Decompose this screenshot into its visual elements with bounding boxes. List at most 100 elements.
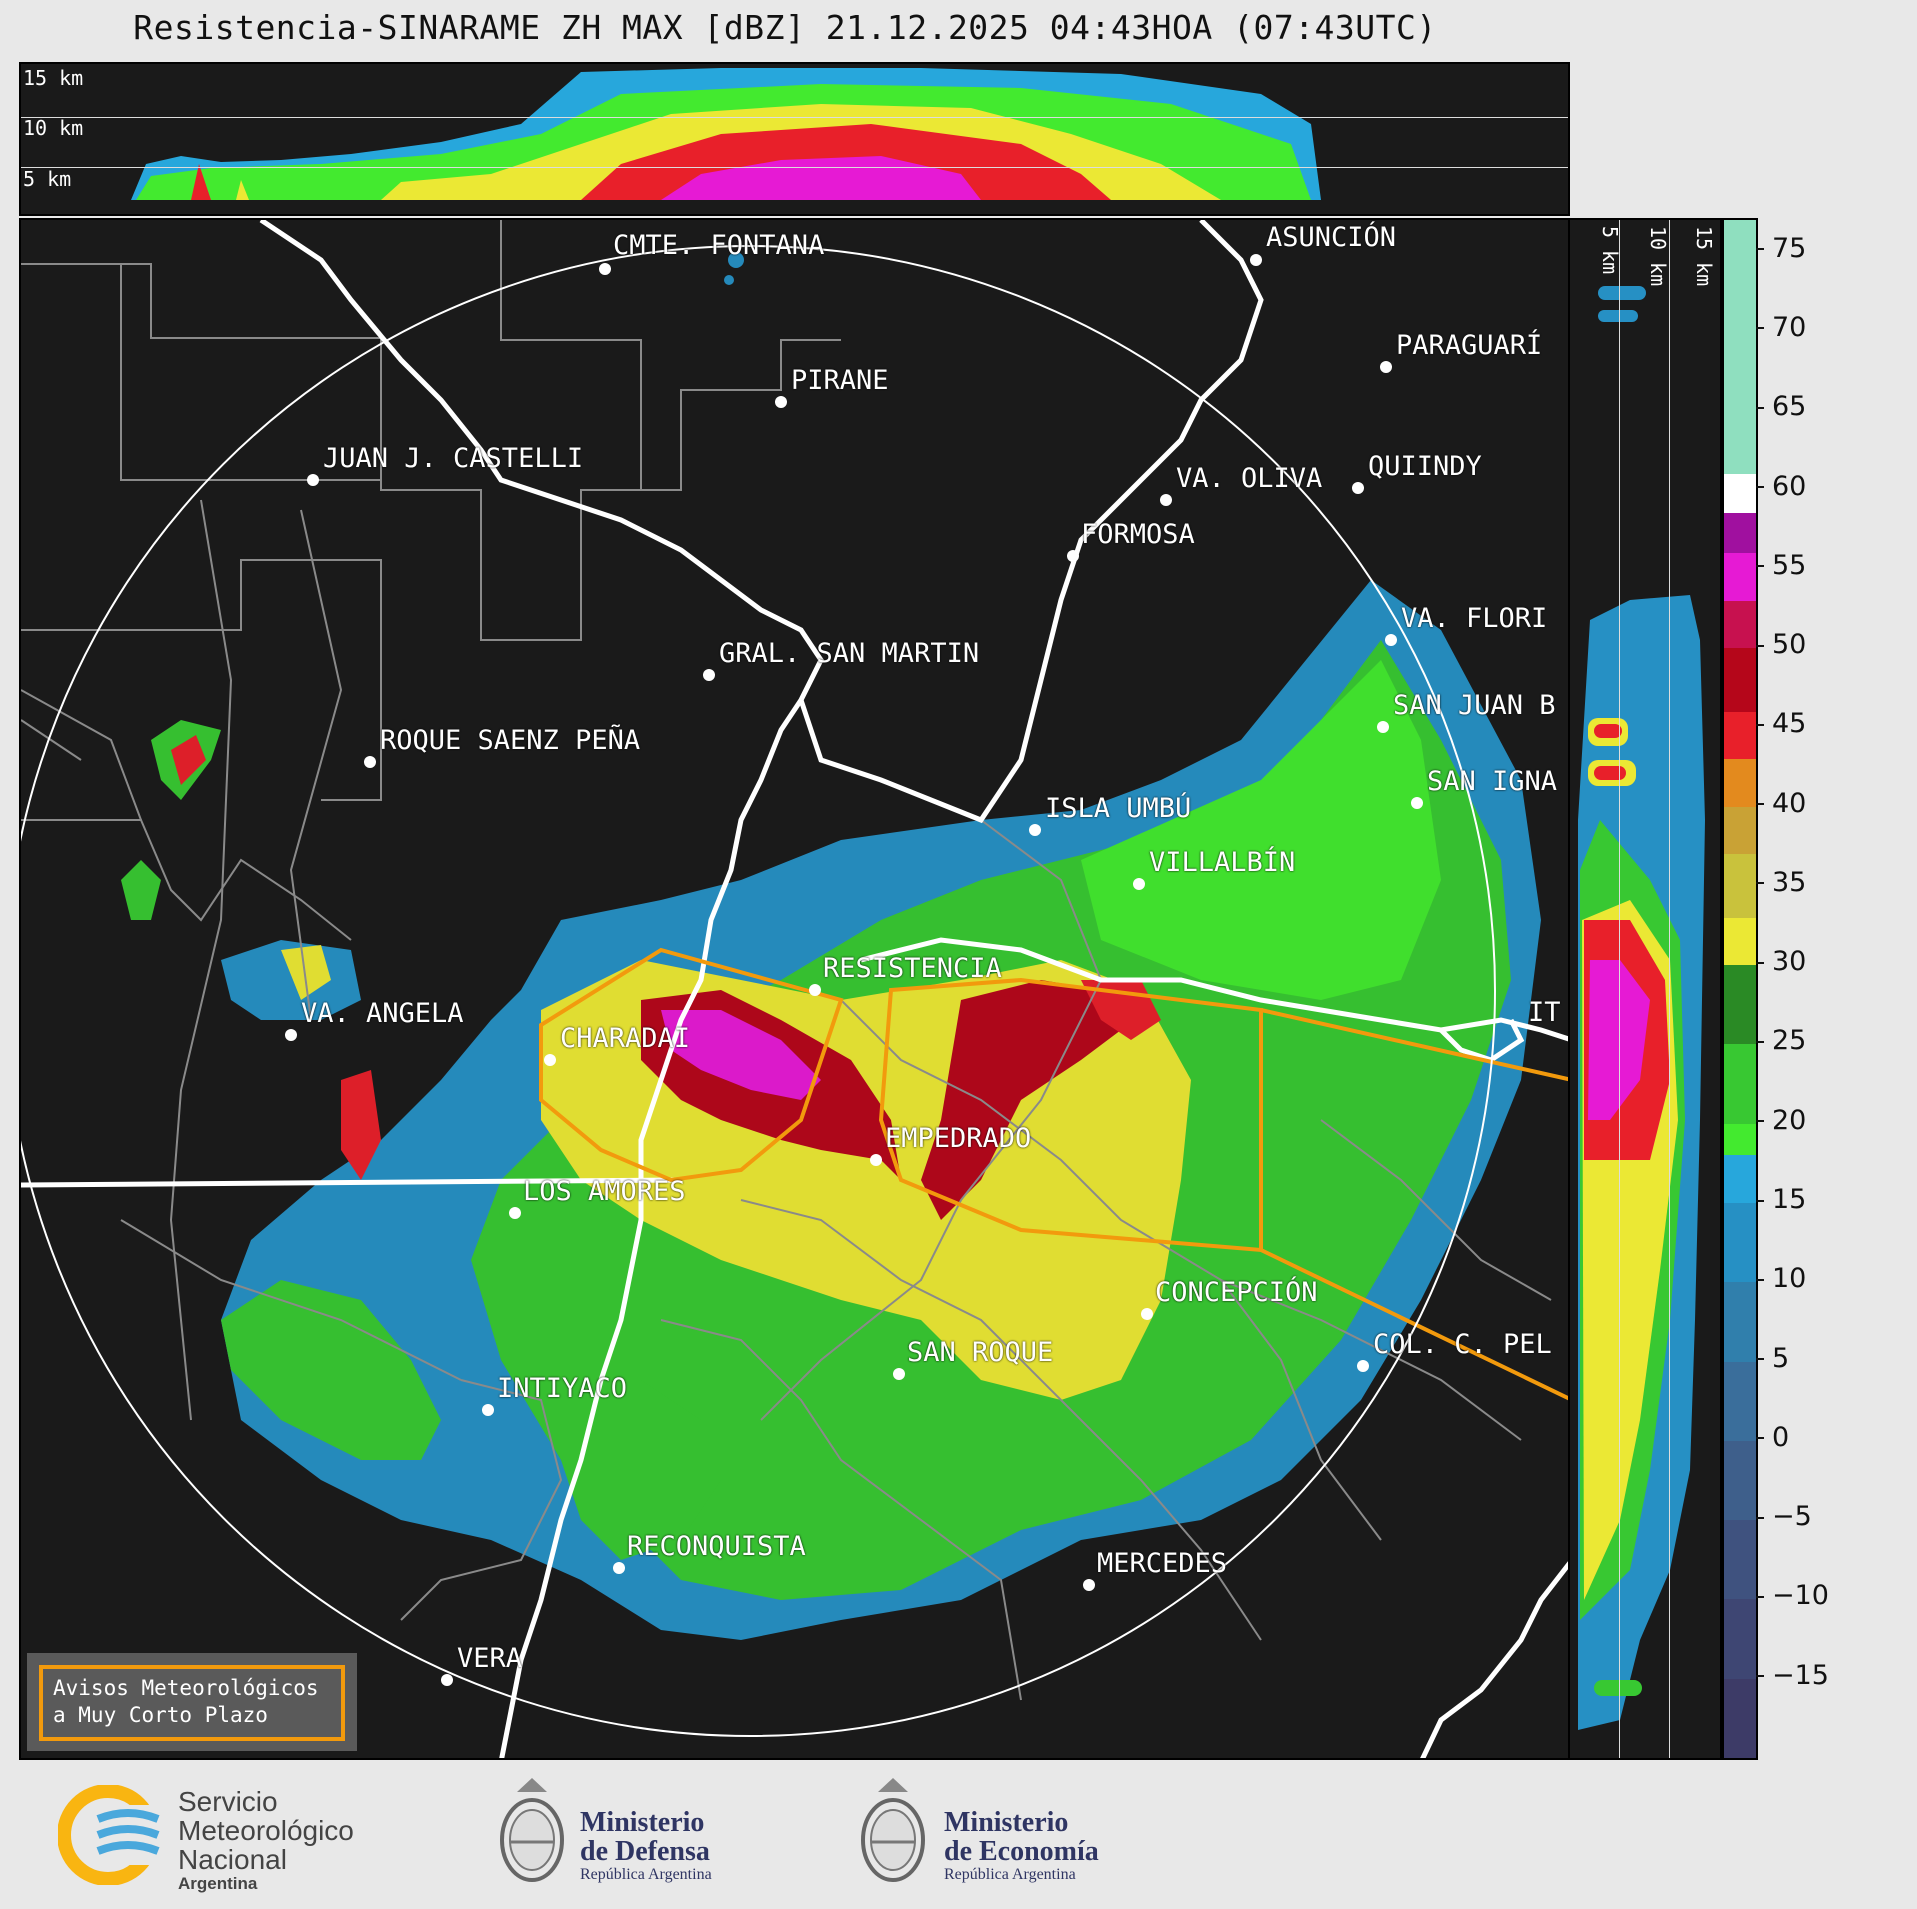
right-height-profile: 5 km 10 km 15 km <box>1570 218 1722 1760</box>
gridline-10km <box>21 117 1568 118</box>
city-dot <box>1377 721 1389 733</box>
colorbar-tick-label: 60 <box>1755 471 1806 502</box>
height-label-5km: 5 km <box>23 167 72 191</box>
city-label: MERCEDES <box>1097 1548 1228 1579</box>
colorbar-band <box>1724 473 1756 514</box>
colorbar-band <box>1724 1203 1756 1283</box>
notice-line-1: Avisos Meteorológicos <box>53 1676 319 1700</box>
height-label-15km-vertical: 15 km <box>1692 226 1716 287</box>
city-label: JUAN J. CASTELLI <box>323 443 584 474</box>
city-label: ASUNCIÓN <box>1266 222 1397 253</box>
city-label: VILLALBÍN <box>1149 847 1296 878</box>
coat-of-arms-icon <box>861 1778 925 1882</box>
city-label: GRAL. SAN MARTIN <box>719 638 980 669</box>
city-dot <box>1411 797 1423 809</box>
notice-box: Avisos Meteorológicos a Muy Corto Plazo <box>27 1653 357 1751</box>
city-dot <box>599 263 611 275</box>
colorbar-tick-label: 45 <box>1755 708 1806 739</box>
smn-name-line-2: Meteorológico <box>178 1815 354 1846</box>
city-label: CHARADAI <box>560 1023 691 1054</box>
smn-name-line-3: Nacional <box>178 1844 287 1875</box>
notice-line-2: a Muy Corto Plazo <box>53 1703 268 1727</box>
city-dot <box>1083 1579 1095 1591</box>
height-label-15km: 15 km <box>23 66 84 90</box>
city-label: VERA <box>457 1643 523 1674</box>
colorbar-band <box>1724 711 1756 760</box>
city-label: RESISTENCIA <box>823 953 1002 984</box>
top-height-profile: 15 km 10 km 5 km <box>19 62 1570 216</box>
city-label: QUIINDY <box>1368 451 1482 482</box>
colorbar-tick-label: 55 <box>1755 550 1806 581</box>
city-label: SAN JUAN B <box>1393 690 1556 721</box>
department-borders <box>21 220 1552 1701</box>
economia-line-1: Ministerio <box>944 1807 1069 1838</box>
city-dot <box>1250 254 1262 266</box>
city-label: SAN IGNA <box>1427 766 1558 797</box>
city-dot <box>1141 1308 1153 1320</box>
colorbar-tick-label: 10 <box>1755 1263 1806 1294</box>
colorbar-band <box>1724 1155 1756 1204</box>
city-dot <box>441 1674 453 1686</box>
city-dot <box>1352 482 1364 494</box>
city-dot <box>1380 361 1392 373</box>
colorbar-band <box>1724 1440 1756 1521</box>
economia-line-3: República Argentina <box>944 1866 1076 1883</box>
colorbar-tick-label: 5 <box>1755 1343 1789 1374</box>
colorbar-tick-label: −5 <box>1756 1501 1812 1532</box>
city-dot <box>893 1368 905 1380</box>
radar-map-layer <box>21 220 1568 1758</box>
city-dot <box>1133 878 1145 890</box>
top-profile-echoes <box>131 68 1321 200</box>
city-label: COL. C. PEL <box>1373 1329 1552 1360</box>
colorbar-band <box>1724 1678 1756 1758</box>
coat-of-arms-icon <box>500 1778 564 1882</box>
city-dot <box>1160 494 1172 506</box>
city-dot <box>1029 824 1041 836</box>
smn-name-line-1: Servicio <box>178 1786 278 1817</box>
city-dot <box>307 474 319 486</box>
colorbar-band <box>1724 1123 1756 1156</box>
city-dot <box>870 1154 882 1166</box>
height-label-10km-vertical: 10 km <box>1646 226 1670 287</box>
colorbar-band <box>1724 1361 1756 1441</box>
city-dot <box>613 1562 625 1574</box>
city-dot <box>482 1404 494 1416</box>
colorbar-band <box>1724 917 1756 966</box>
city-label: RECONQUISTA <box>627 1531 806 1562</box>
colorbar-band <box>1724 1044 1756 1124</box>
gridline-10km-vertical <box>1669 220 1670 1758</box>
warning-polygon-2 <box>878 977 1263 1253</box>
city-label: IT <box>1528 997 1561 1028</box>
colorbar-tick-label: 75 <box>1755 233 1806 264</box>
city-dot <box>544 1054 556 1066</box>
right-profile-echoes <box>1578 286 1705 1730</box>
city-dot <box>1385 634 1397 646</box>
city-label: PIRANE <box>791 365 889 396</box>
colorbar-band <box>1724 1520 1756 1600</box>
notice-frame: Avisos Meteorológicos a Muy Corto Plazo <box>39 1665 345 1741</box>
colorbar-tick-label: −10 <box>1756 1580 1829 1611</box>
colorbar-tick-label: 35 <box>1755 867 1806 898</box>
colorbar-tick-label: 30 <box>1755 946 1806 977</box>
city-dot <box>703 669 715 681</box>
city-label: VA. FLORI <box>1401 603 1548 634</box>
colorbar-tick-label: −15 <box>1756 1660 1829 1691</box>
city-label: VA. OLIVA <box>1176 463 1323 494</box>
defensa-line-2: de Defensa <box>580 1836 710 1867</box>
colorbar-band <box>1724 1282 1756 1362</box>
city-label: ISLA UMBÚ <box>1045 793 1192 824</box>
colorbar-band <box>1724 965 1756 1045</box>
city-dot <box>1067 550 1079 562</box>
warning-polygon-1 <box>539 947 844 1183</box>
city-label: INTIYACO <box>497 1373 628 1404</box>
city-label: FORMOSA <box>1081 519 1195 550</box>
city-label: SAN ROQUE <box>907 1337 1054 1368</box>
colorbar-band <box>1724 854 1756 918</box>
colorbar-tick-label: 65 <box>1755 391 1806 422</box>
city-dot <box>509 1207 521 1219</box>
city-label: ROQUE SAENZ PEÑA <box>380 725 641 756</box>
colorbar-tick-label: 70 <box>1755 312 1806 343</box>
radar-map: CMTE. FONTANA ASUNCIÓN PARAGUARÍ PIRANE … <box>19 218 1570 1760</box>
smn-emblem-icon <box>58 1785 168 1885</box>
colorbar-band <box>1724 648 1756 712</box>
